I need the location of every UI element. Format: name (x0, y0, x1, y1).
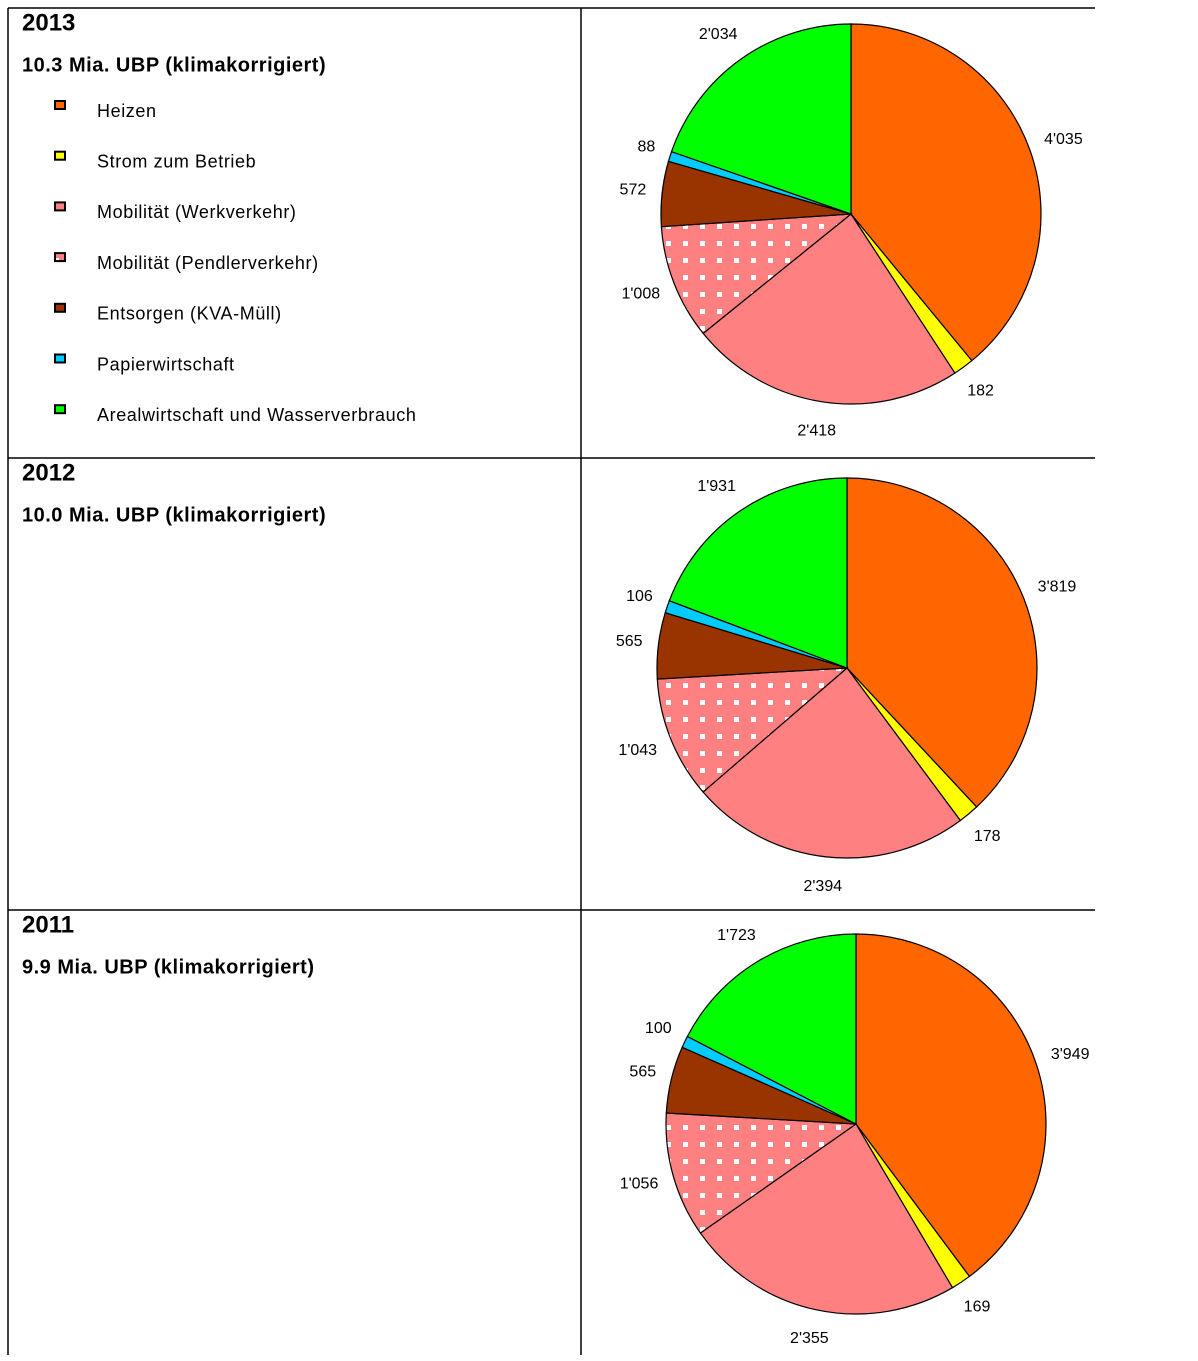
pie-slice (702, 667, 962, 859)
value-label: 1'008 (621, 285, 660, 302)
pie-slice (665, 1112, 858, 1234)
chart-title: 2012 (22, 459, 75, 486)
legend-label: Strom zum Betrieb (97, 151, 256, 171)
value-label: 1'043 (618, 742, 657, 759)
value-label: 88 (638, 139, 656, 156)
value-label: 2'355 (790, 1330, 829, 1347)
chart-title: 2011 (22, 911, 74, 938)
value-label: 565 (616, 633, 643, 650)
pie-slice (660, 213, 853, 335)
pie-slice (846, 477, 1038, 808)
legend-swatch (54, 100, 66, 110)
value-label: 565 (629, 1064, 656, 1081)
value-label: 4'035 (1044, 131, 1083, 148)
value-label: 106 (626, 588, 653, 605)
chart-subtitle: 10.0 Mia. UBP (klimakorrigiert) (22, 504, 326, 526)
legend-label: Heizen (97, 101, 157, 121)
legend-swatch (54, 404, 66, 415)
legend-swatch (54, 201, 66, 212)
legend-label: Mobilität (Werkverkehr) (97, 202, 297, 222)
legend-label: Papierwirtschaft (97, 354, 235, 374)
pie-slice (699, 1123, 954, 1315)
value-label: 1'931 (697, 478, 736, 495)
value-label: 3'949 (1051, 1046, 1090, 1063)
value-label: 178 (974, 828, 1001, 845)
legend-label: Entsorgen (KVA-Müll) (97, 304, 282, 324)
pie-slice (855, 933, 1047, 1278)
pie-slice (686, 933, 857, 1125)
pie-slice (670, 23, 852, 215)
pie-slice (702, 213, 956, 405)
value-label: 2'034 (699, 26, 738, 43)
legend-swatch (54, 353, 66, 364)
value-label: 572 (620, 182, 647, 199)
pie-slice (850, 23, 1042, 362)
legend-label: Mobilität (Pendlerverkehr) (97, 253, 319, 273)
value-label: 3'819 (1038, 579, 1077, 596)
legend-swatch (54, 302, 66, 313)
value-label: 1'723 (717, 927, 756, 944)
value-label: 182 (967, 383, 994, 400)
value-label: 1'056 (620, 1175, 659, 1192)
value-label: 2'394 (803, 878, 842, 895)
value-label: 2'418 (797, 423, 836, 440)
pie-slice (668, 477, 848, 669)
legend-swatch (54, 150, 66, 161)
table-grid (7, 7, 1095, 1355)
legend-swatch (54, 252, 66, 263)
value-label: 169 (964, 1299, 991, 1316)
chart-subtitle: 9.9 Mia. UBP (klimakorrigiert) (22, 956, 315, 978)
value-label: 100 (645, 1020, 672, 1037)
legend-label: Arealwirtschaft und Wasserverbrauch (97, 405, 416, 425)
chart-subtitle: 10.3 Mia. UBP (klimakorrigiert) (22, 54, 326, 76)
chart-title: 2013 (22, 9, 75, 36)
pie-slice (656, 667, 849, 793)
